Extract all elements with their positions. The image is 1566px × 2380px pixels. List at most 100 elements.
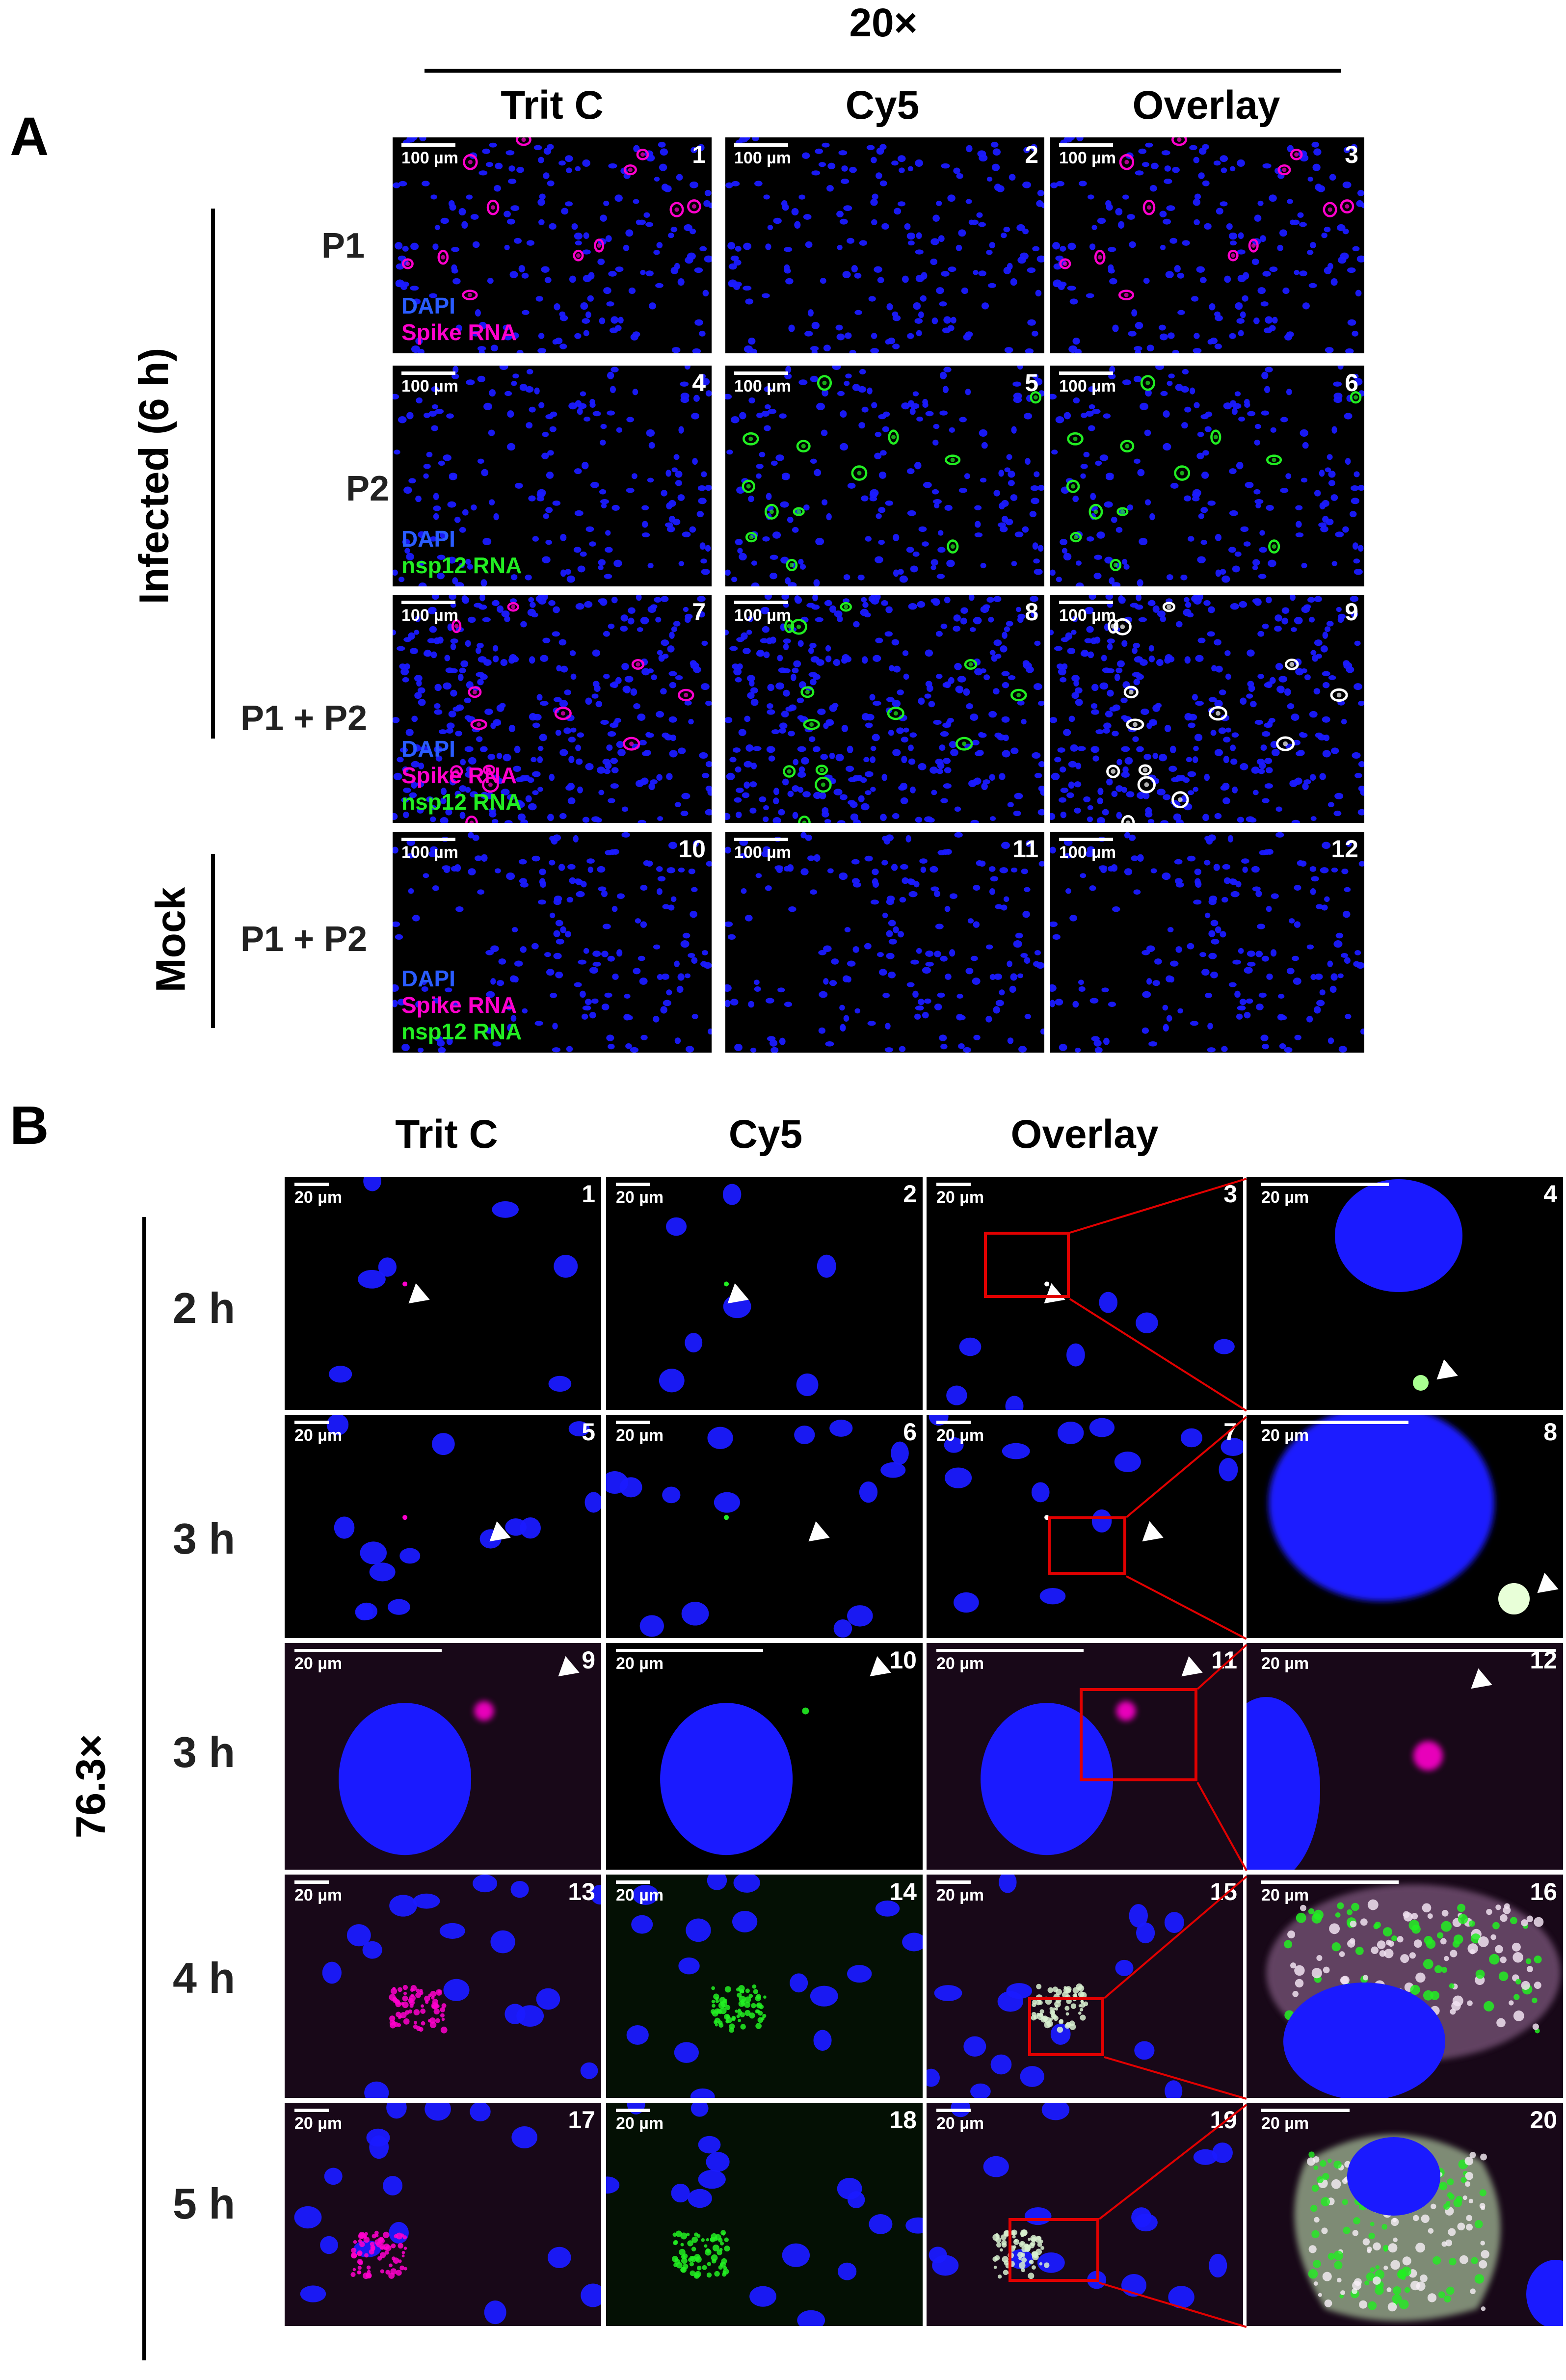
scale-bar-label: 20 µm [616,1188,664,1207]
tile-a-8: 8 100 µm [725,595,1044,823]
tile-number: 7 [692,598,706,626]
scale-bar-line [1059,143,1113,147]
scale-bar-label: 100 µm [734,149,791,167]
micrograph-image [606,1875,923,2098]
scale-bar-line [936,1183,971,1186]
scale-bar-label: 20 µm [294,2114,343,2133]
scale-bar: 20 µm [294,1649,442,1673]
tile-b-8: 8 20 µm [1247,1415,1563,1638]
tile-a-12: 12 100 µm [1050,832,1364,1053]
scale-bar: 20 µm [294,1421,342,1445]
scale-bar-line [616,1649,763,1652]
row-label-p1: P1 [321,226,365,265]
micrograph-image [927,2103,1243,2326]
row-label-2h: 2 h [173,1284,236,1332]
row-label-5h: 5 h [173,2179,236,2228]
scale-bar: 100 µm [1059,371,1116,396]
scale-bar: 100 µm [401,371,458,396]
scale-bar-label: 20 µm [936,1886,984,1904]
micrograph-image [1050,832,1364,1053]
tile-a-5: 5 100 µm [725,366,1044,586]
channel-legend: DAPI nsp12 RNA [401,526,522,579]
magnification-20x-rule [425,69,1341,73]
tile-b-15: 15 20 µm [927,1875,1243,2098]
tile-a-2: 2 100 µm [725,137,1044,353]
scale-bar: 20 µm [616,1183,664,1207]
micrograph-image [725,595,1044,823]
scale-bar-label: 20 µm [936,2114,984,2133]
scale-bar-label: 20 µm [1261,1886,1309,1904]
group-infected-label: Infected (6 h) [131,347,177,605]
tile-b-13: 13 20 µm [285,1875,601,2098]
column-header-cy5-b: Cy5 [728,1112,803,1157]
tile-b-10: 10 20 µm [606,1643,923,1870]
tile-b-17: 17 20 µm [285,2103,601,2326]
micrograph-image [929,1415,1243,1613]
scale-bar-line [1261,1880,1399,1884]
tile-a-1: 1 100 µm DAPI Spike RNA [393,137,712,353]
tile-number: 11 [1211,1646,1237,1674]
tile-a-6: 6 100 µm [1050,366,1364,586]
tile-a-3: 3 100 µm [1050,137,1364,353]
column-header-overlay-b: Overlay [1010,1112,1159,1157]
scale-bar: 20 µm [616,1649,763,1673]
scale-bar-line [936,2109,971,2112]
tile-b-12: 12 20 µm [1247,1643,1563,1870]
zoom-region-box [984,1232,1070,1298]
micrograph-image [946,1281,1235,1410]
scale-bar-line [1059,838,1113,841]
micrograph-image [660,1703,809,1855]
scale-bar-label: 20 µm [616,1654,664,1673]
scale-bar-line [936,1649,1084,1652]
micrograph-image [329,1177,578,1392]
scale-bar-line [294,2109,329,2112]
scale-bar: 20 µm [294,2109,342,2133]
micrograph-image [393,137,712,353]
scale-bar-label: 100 µm [1059,843,1116,862]
tile-b-6: 6 20 µm [606,1415,923,1638]
tile-number: 1 [582,1180,595,1208]
scale-bar-line [734,143,788,147]
scale-bar: 20 µm [1261,1421,1408,1445]
scale-bar-line [616,1183,650,1186]
scale-bar: 20 µm [1261,1183,1389,1207]
zoom-region-box [1028,1997,1104,2056]
scale-bar-label: 20 µm [294,1886,343,1904]
row-label-4h: 4 h [173,1954,236,2002]
scale-bar-line [616,1880,650,1884]
micrograph-image [725,137,1044,353]
scale-bar: 20 µm [936,1421,984,1445]
scale-bar: 100 µm [1059,143,1116,168]
scale-bar-label: 100 µm [1059,377,1116,396]
scale-bar-line [1261,1183,1389,1186]
scale-bar: 100 µm [734,143,791,168]
scale-bar-line [936,1880,971,1884]
tile-number: 11 [1012,835,1038,863]
tile-b-1: 1 20 µm [285,1177,601,1410]
scale-bar-label: 20 µm [616,1886,664,1904]
tile-number: 1 [692,141,706,168]
scale-bar-label: 100 µm [1059,149,1116,167]
micrograph-image [1247,1875,1563,2098]
tile-number: 2 [1025,141,1038,168]
tile-b-2: 2 20 µm [606,1177,923,1410]
scale-bar-line [734,601,788,604]
micrograph-image [606,1419,909,1638]
magnification-20x: 20× [849,0,918,45]
tile-a-9: 9 100 µm [1050,595,1364,823]
scale-bar-label: 20 µm [1261,1188,1309,1207]
scale-bar: 20 µm [936,1183,984,1207]
row-label-p1p2-infected: P1 + P2 [240,699,368,738]
scale-bar-label: 100 µm [401,377,458,396]
legend-entry: nsp12 RNA [401,789,522,815]
scale-bar-label: 100 µm [734,606,791,625]
tile-number: 6 [903,1418,917,1446]
micrograph-image [659,1184,836,1396]
scale-bar-label: 20 µm [1261,2114,1309,2133]
tile-b-14: 14 20 µm [606,1875,923,2098]
panel-a-letter: A [10,106,49,167]
tile-number: 18 [889,2106,917,2134]
scale-bar: 100 µm [734,838,791,862]
scale-bar: 20 µm [1261,1649,1556,1673]
scale-bar: 100 µm [1059,838,1116,862]
